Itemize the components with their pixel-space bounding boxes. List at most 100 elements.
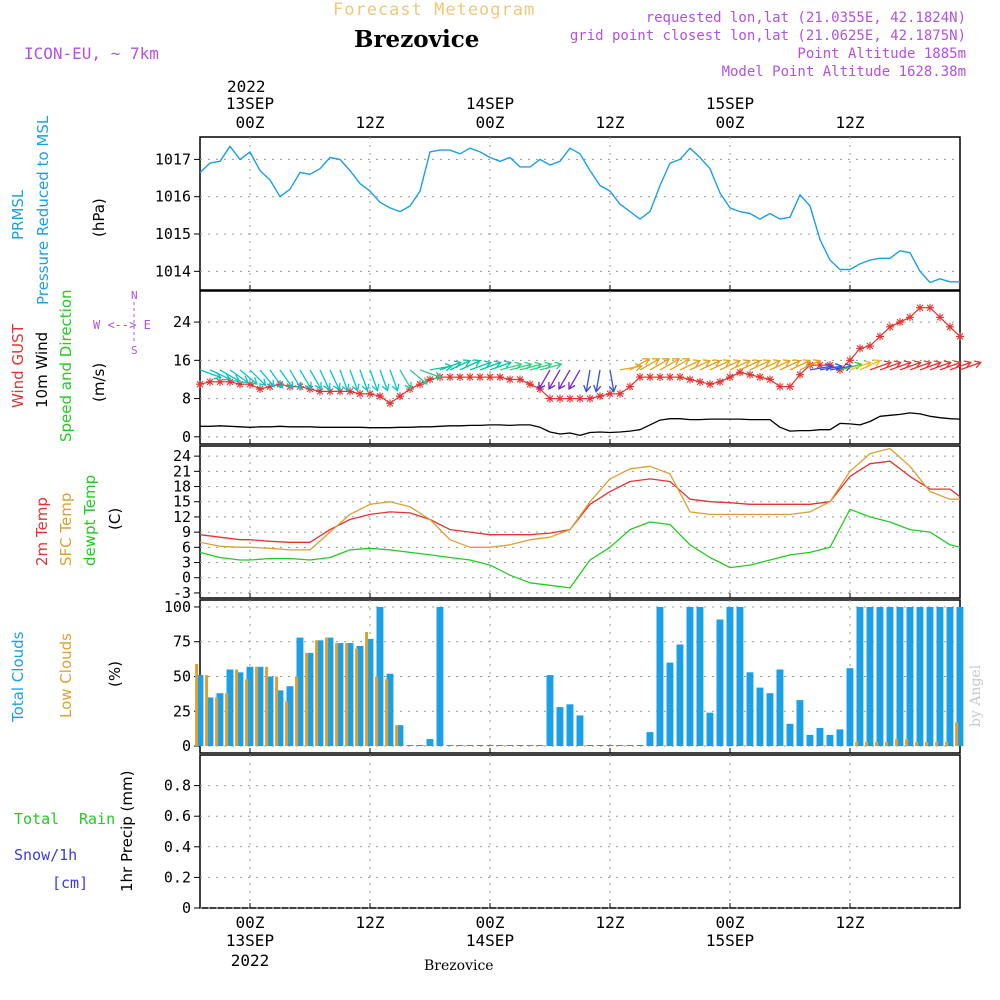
x-tick-label-top: 00Z: [236, 113, 265, 132]
label-prmsl: PRMSL: [9, 189, 27, 240]
label-pressure-msl: Pressure Reduced to MSL: [34, 115, 52, 305]
wind-arrow-head: [973, 360, 982, 369]
low-cloud-bar: [195, 664, 199, 747]
gust-marker: [736, 368, 744, 377]
gust-marker: [606, 389, 614, 398]
y-tick-label: 100: [164, 598, 191, 616]
gust-marker: [906, 313, 914, 322]
panel-frame: [199, 136, 961, 291]
total-cloud-bar: [436, 607, 444, 747]
y-tick-label: 24: [173, 313, 191, 331]
wind-arrow: [593, 369, 602, 393]
wind-arrow: [739, 359, 762, 371]
total-cloud-bar: [326, 637, 334, 747]
gust-marker: [316, 387, 324, 396]
y-tick-label: 16: [173, 351, 191, 369]
wind-arrow-shaft: [209, 369, 231, 380]
wind-arrow-head: [893, 360, 902, 369]
low-cloud-bar: [315, 640, 319, 746]
wind-arrow-shaft: [499, 363, 522, 371]
wind-arrow-shaft: [659, 358, 680, 371]
y-tick-label: -3: [173, 584, 191, 602]
total-cloud-bar: [566, 704, 574, 746]
gust-marker: [816, 361, 824, 370]
x-tick-label-bottom: 12Z: [836, 913, 865, 932]
wind-arrow: [459, 359, 482, 371]
wind-arrow-head: [742, 359, 752, 367]
wind-arrow: [769, 359, 792, 371]
label-wind-gust: Wind GUST: [9, 324, 27, 408]
gust-marker: [796, 370, 804, 379]
wind-arrow-shaft: [359, 369, 369, 391]
wind-arrow-shaft: [469, 361, 491, 371]
wind-arrow: [199, 369, 222, 380]
wind-arrow: [949, 360, 972, 371]
wind-arrow-shaft: [889, 361, 911, 371]
low-cloud-bar: [925, 741, 929, 747]
x-year-bottom: 2022: [231, 951, 270, 970]
low-cloud-bar: [275, 676, 279, 746]
total-cloud-bar: [256, 666, 264, 747]
wind-arrow: [329, 369, 341, 391]
total-cloud-bar: [846, 668, 854, 747]
total-cloud-bar: [386, 673, 394, 746]
wind-arrow: [219, 369, 241, 382]
wind-arrow: [639, 358, 661, 371]
total-cloud-bar: [496, 745, 504, 746]
gust-marker: [266, 382, 274, 391]
total-cloud-bar: [216, 693, 224, 747]
wind-arrow-head: [772, 359, 782, 367]
label-sfc-temp: SFC Temp: [57, 492, 75, 566]
compass-s: S: [131, 344, 138, 357]
label-2m-temp: 2m Temp: [33, 497, 51, 566]
total-cloud-bar: [916, 607, 924, 747]
total-cloud-bar: [516, 745, 524, 746]
total-cloud-bar: [416, 745, 424, 746]
total-cloud-bar: [756, 687, 764, 746]
wind-arrow-shaft: [249, 369, 267, 386]
total-cloud-bar: [296, 637, 304, 747]
wind-arrow-head: [462, 359, 472, 367]
wind-arrow-head: [538, 381, 546, 390]
wind-arrow-head: [883, 360, 892, 369]
wind-arrow-shaft: [519, 363, 542, 371]
low-cloud-bar: [945, 741, 949, 747]
gust-marker: [246, 380, 254, 389]
wind-arrow: [568, 369, 581, 390]
wind-arrow-head: [433, 371, 442, 380]
wind-arrow-head: [593, 384, 602, 393]
total-cloud-bar: [336, 643, 344, 746]
gust-marker: [416, 380, 424, 389]
prmsl-line: [199, 145, 960, 284]
y-tick-label: 75: [173, 633, 191, 651]
gust-marker: [666, 373, 674, 382]
total-cloud-bar: [346, 643, 354, 746]
wind-arrow-shaft: [509, 363, 532, 371]
wind-arrow-shaft: [299, 369, 312, 390]
gust-marker: [446, 373, 454, 382]
y-tick-label: 1015: [155, 225, 191, 243]
wind-arrow-head: [391, 383, 400, 392]
wind-arrow-shaft: [339, 369, 349, 391]
x-tick-label-top: 12Z: [596, 113, 625, 132]
total-cloud-bar: [266, 676, 274, 746]
low-cloud-bar: [295, 676, 299, 746]
wind-arrow: [349, 369, 360, 392]
wind-arrow: [209, 369, 232, 381]
low-cloud-bar: [285, 701, 289, 746]
wind-arrow: [679, 359, 702, 371]
wind-arrow-head: [351, 383, 360, 392]
wind-arrow: [379, 369, 390, 392]
total-cloud-bar: [556, 707, 564, 746]
wind-arrow: [419, 369, 442, 380]
wind-arrow-shaft: [749, 360, 771, 371]
gust-marker: [496, 373, 504, 382]
wind-arrow: [359, 369, 370, 392]
wind-arrow-head: [240, 375, 250, 384]
wind-arrow-shaft: [568, 369, 581, 390]
total-cloud-bar: [196, 675, 204, 746]
low-cloud-bar: [225, 693, 229, 747]
total-cloud-bar: [446, 745, 454, 746]
footer-location: Brezovice: [424, 958, 494, 974]
low-cloud-bar: [935, 741, 939, 747]
